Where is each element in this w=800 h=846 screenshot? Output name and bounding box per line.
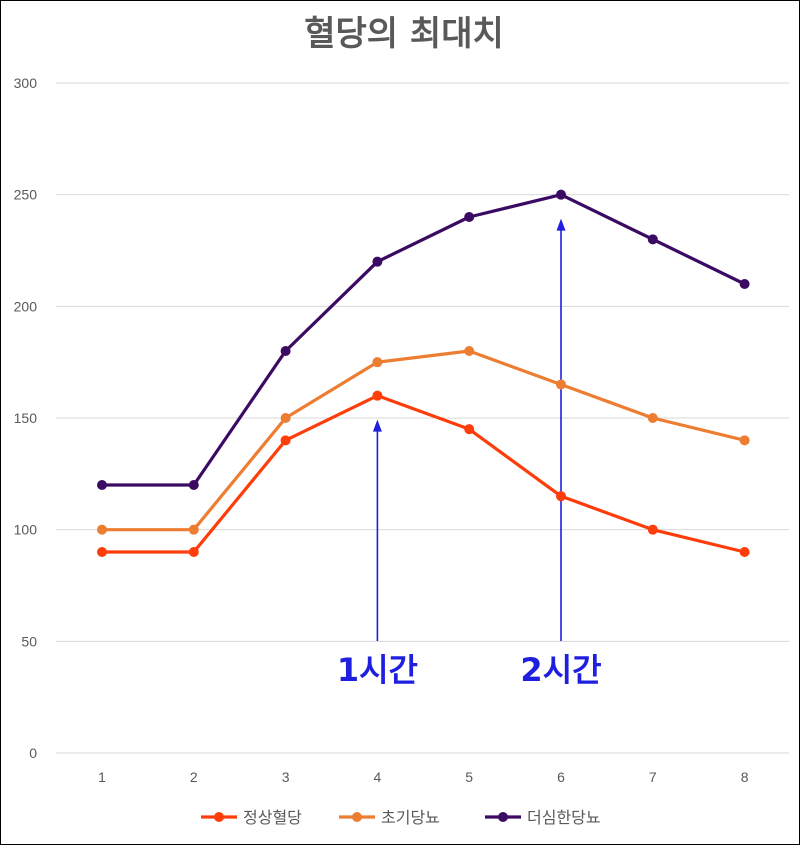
- legend-label: 더심한당뇨: [527, 808, 601, 827]
- data-point: [739, 435, 750, 446]
- legend-swatch-marker: [498, 812, 508, 822]
- legend-swatch-marker: [352, 812, 362, 822]
- data-point: [464, 212, 475, 222]
- y-tick-label: 150: [14, 410, 38, 426]
- series-line-1: [100, 394, 747, 554]
- y-tick-label: 300: [14, 75, 38, 91]
- annotation-arrows: [372, 218, 566, 641]
- x-axis-ticks: 1 2 3 4 5 6 7 8: [98, 769, 749, 785]
- data-point: [280, 346, 291, 356]
- x-tick-label: 6: [557, 769, 565, 785]
- series-line-3: [100, 193, 747, 487]
- gridlines: [56, 82, 789, 754]
- legend-label: 초기당뇨: [381, 808, 440, 827]
- data-point: [280, 435, 291, 446]
- data-point: [97, 547, 107, 557]
- data-point: [188, 547, 199, 557]
- data-point: [556, 379, 566, 390]
- annotation-label: 2시간: [520, 651, 601, 689]
- annotation-arrowhead: [372, 419, 382, 432]
- x-tick-label: 3: [282, 769, 290, 785]
- annotation-label: 1시간: [337, 651, 418, 689]
- data-point: [188, 480, 199, 490]
- data-point: [372, 357, 383, 368]
- series-line-2: [100, 349, 747, 532]
- data-point: [280, 413, 291, 423]
- y-tick-label: 50: [21, 633, 37, 649]
- x-tick-label: 1: [98, 769, 106, 785]
- legend: 정상혈당 초기당뇨 더심한당뇨: [201, 808, 601, 827]
- data-point: [739, 547, 750, 557]
- legend-label: 정상혈당: [243, 808, 302, 827]
- series-lines: [97, 189, 750, 557]
- x-tick-label: 4: [374, 769, 382, 785]
- data-point: [464, 346, 475, 356]
- data-point: [647, 524, 658, 535]
- x-tick-label: 7: [649, 769, 657, 785]
- data-point: [464, 424, 475, 435]
- data-point: [647, 234, 658, 245]
- data-point: [556, 189, 566, 200]
- legend-swatch-marker: [214, 812, 224, 822]
- y-tick-label: 100: [14, 522, 38, 538]
- data-point: [556, 491, 566, 502]
- x-tick-label: 5: [465, 769, 473, 785]
- y-axis-ticks: 0 50 100 150 200 250 300: [14, 75, 38, 761]
- annotation-arrowhead: [556, 218, 566, 231]
- y-tick-label: 0: [29, 745, 37, 761]
- chart-title: 혈당의 최대치: [304, 14, 504, 54]
- data-point: [372, 390, 383, 401]
- y-tick-label: 250: [14, 187, 38, 203]
- data-point: [97, 480, 107, 490]
- annotation-labels: 1시간 2시간: [337, 651, 602, 689]
- data-point: [188, 524, 199, 535]
- y-tick-label: 200: [14, 298, 38, 314]
- x-tick-label: 8: [741, 769, 749, 785]
- data-point: [97, 524, 107, 535]
- data-point: [739, 279, 750, 289]
- data-point: [647, 413, 658, 423]
- x-tick-label: 2: [190, 769, 198, 785]
- data-point: [372, 256, 383, 267]
